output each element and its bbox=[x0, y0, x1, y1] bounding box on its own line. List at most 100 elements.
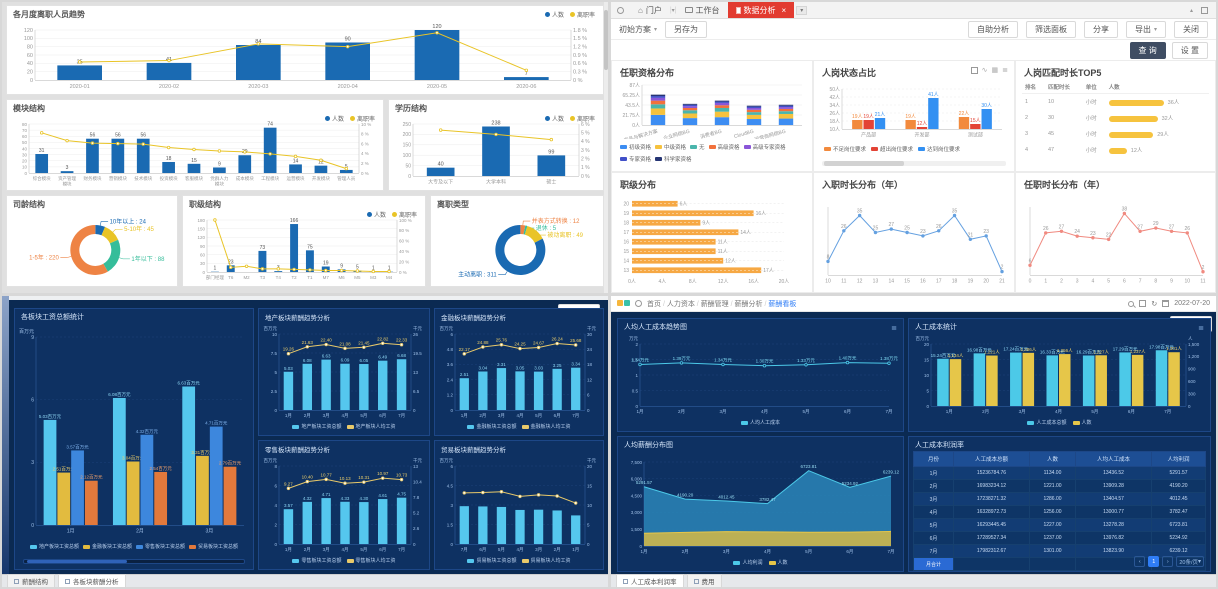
legend-item[interactable]: 无 bbox=[690, 143, 705, 151]
legend-item[interactable]: 人数 bbox=[1072, 419, 1092, 426]
save-as-button[interactable]: 另存为 bbox=[665, 20, 708, 38]
collapse-icon[interactable]: ▴ bbox=[1189, 7, 1193, 14]
tab-data-analysis[interactable]: 数据分析 × bbox=[727, 2, 795, 18]
fullscreen-icon[interactable] bbox=[970, 66, 978, 74]
list-view-icon[interactable]: ≣ bbox=[1198, 325, 1204, 332]
close-button[interactable]: 关闭 bbox=[1174, 20, 1208, 38]
table-row[interactable]: 4月 16328972.73 1256.00 13000.77 3782.47 bbox=[913, 505, 1206, 519]
next-page-button[interactable]: › bbox=[1162, 556, 1174, 567]
table-row[interactable]: 3 45 小时 29人 bbox=[1025, 131, 1169, 138]
line-chart-icon[interactable]: ∿ bbox=[981, 67, 988, 74]
breadcrumb-item[interactable]: 薪酬管理 bbox=[700, 300, 729, 308]
tab-workbench[interactable]: 工作台 bbox=[677, 2, 728, 18]
legend-item[interactable]: 零售板块工资总额 bbox=[136, 543, 185, 550]
sheet-tab-cost-profit[interactable]: 人工成本利润率 bbox=[616, 574, 684, 587]
data-zoom-scrollbar[interactable] bbox=[23, 559, 245, 564]
breadcrumb-current[interactable]: 薪酬看板 bbox=[768, 300, 797, 308]
filter-panel-button[interactable]: 筛选面板 bbox=[1025, 20, 1076, 38]
legend-item[interactable]: 超出岗位要求 bbox=[871, 145, 913, 153]
horizontal-scrollbar[interactable] bbox=[822, 161, 1006, 166]
svg-text:20: 20 bbox=[924, 342, 930, 347]
chevron-down-icon[interactable]: ▾ bbox=[671, 7, 675, 14]
legend-item[interactable]: 贸易板块工资总额 bbox=[189, 543, 238, 550]
breadcrumb-home[interactable]: 首页 bbox=[647, 300, 661, 308]
breadcrumb-item[interactable]: 人力资本 bbox=[666, 300, 695, 308]
table-row[interactable]: 5月 16293445.45 1227.00 13278.28 6723.81 bbox=[913, 518, 1206, 532]
svg-text:百万元: 百万元 bbox=[916, 336, 930, 342]
svg-text:运营模块: 运营模块 bbox=[287, 175, 305, 182]
date-display[interactable]: 2022-07-20 bbox=[1174, 300, 1210, 307]
legend-item[interactable]: 金融板块人均工资 bbox=[521, 423, 571, 430]
svg-text:16.98百万元: 16.98百万元 bbox=[967, 347, 992, 353]
prev-page-button[interactable]: ‹ bbox=[1134, 556, 1146, 567]
legend-item[interactable]: 人均利润 bbox=[733, 559, 763, 566]
table-row[interactable]: 4 47 小时 12人 bbox=[1025, 147, 1143, 154]
table-row[interactable]: 2月 16983234.12 1221.00 13909.28 4190.20 bbox=[913, 479, 1206, 493]
legend-item[interactable]: 人数 bbox=[366, 210, 386, 219]
legend-item[interactable]: 人数 bbox=[768, 559, 788, 566]
sheet-tab-salary-structure[interactable]: 薪酬结构 bbox=[7, 574, 55, 587]
legend-item[interactable]: 离职率 bbox=[569, 114, 595, 123]
table-view-icon[interactable]: ▦ bbox=[991, 67, 999, 74]
table-row[interactable]: 6月 17289527.34 1237.00 13976.82 5234.92 bbox=[913, 531, 1206, 545]
legend-item[interactable]: 地产板块人均工资 bbox=[346, 423, 396, 430]
share-button[interactable]: 分享 bbox=[1083, 20, 1118, 38]
legend-item[interactable]: 人数 bbox=[544, 10, 564, 19]
page-size-select[interactable]: 20条/页 ▾ bbox=[1176, 556, 1204, 567]
legend-item[interactable]: 人工成本总额 bbox=[1027, 419, 1067, 426]
sheet-tab-expense[interactable]: 费用 bbox=[686, 574, 722, 587]
query-button[interactable]: 查 询 bbox=[1129, 41, 1166, 59]
table-row[interactable]: 3月 17238271.32 1286.00 13404.57 4012.45 bbox=[913, 492, 1206, 506]
legend-item[interactable]: 高级资格 bbox=[708, 143, 740, 151]
legend-item[interactable]: 人均人工成本 bbox=[740, 419, 780, 426]
legend-item[interactable]: 零售板块工资总额 bbox=[292, 557, 342, 564]
fullscreen-icon[interactable] bbox=[1201, 6, 1208, 14]
legend-item[interactable]: 离职率 bbox=[569, 10, 595, 19]
vertical-scrollbar[interactable] bbox=[604, 2, 608, 293]
svg-text:10: 10 bbox=[272, 332, 278, 337]
legend-item[interactable]: 人数 bbox=[324, 114, 344, 123]
app-logo-icon[interactable] bbox=[611, 2, 630, 19]
svg-text:0: 0 bbox=[450, 542, 453, 547]
legend-item[interactable]: 地产板块工资总额 bbox=[29, 543, 79, 550]
calendar-icon[interactable] bbox=[1162, 300, 1170, 307]
search-icon[interactable] bbox=[1128, 300, 1135, 307]
table-row[interactable]: 7月 17982312.67 1301.00 13823.90 6239.12 bbox=[913, 544, 1206, 558]
legend-item[interactable]: 高级专家资格 bbox=[743, 143, 786, 151]
table-row[interactable]: 1 10 小时 36人 bbox=[1025, 99, 1180, 106]
tab-list-dropdown-icon[interactable]: ▾ bbox=[796, 5, 808, 15]
legend-item[interactable]: 人数 bbox=[544, 114, 564, 123]
svg-text:5月: 5月 bbox=[805, 549, 812, 555]
legend-item[interactable]: 零售板块人均工资 bbox=[346, 557, 396, 564]
sheet-tab-segment-analysis[interactable]: 各板块薪酬分析 bbox=[58, 574, 126, 587]
legend-item[interactable]: 中级资格 bbox=[655, 143, 686, 151]
legend-item[interactable]: 金融板块工资总额 bbox=[467, 423, 517, 430]
legend-item[interactable]: 专家资格 bbox=[620, 155, 651, 163]
list-view-icon[interactable]: ≣ bbox=[891, 325, 897, 332]
legend-item[interactable]: 初级资格 bbox=[620, 143, 651, 151]
close-tab-icon[interactable]: × bbox=[781, 5, 787, 15]
legend-item[interactable]: 金融板块工资总额 bbox=[82, 543, 132, 550]
breadcrumb-item[interactable]: 薪酬分析 bbox=[734, 300, 763, 308]
refresh-icon[interactable]: ↻ bbox=[1151, 300, 1158, 308]
table-row[interactable]: 2 30 小时 32人 bbox=[1025, 115, 1174, 122]
fullscreen-icon[interactable] bbox=[1139, 300, 1147, 307]
svg-text:80: 80 bbox=[22, 122, 28, 127]
legend-item[interactable]: 科学家资格 bbox=[655, 155, 692, 163]
legend-item[interactable]: 地产板块工资总额 bbox=[292, 423, 342, 430]
legend-item[interactable]: 离职率 bbox=[391, 210, 417, 219]
export-button[interactable]: 导出 ▾ bbox=[1125, 20, 1166, 38]
table-row[interactable]: 1月 15236784.76 1134.00 13436.52 5291.57 bbox=[913, 466, 1206, 480]
scheme-select[interactable]: 初始方案 ▾ bbox=[619, 24, 658, 34]
legend-item[interactable]: 离职率 bbox=[349, 114, 375, 123]
self-analysis-button[interactable]: 自助分析 bbox=[967, 20, 1018, 38]
settings-button[interactable]: 设 置 bbox=[1171, 41, 1208, 59]
legend-item[interactable]: 达到岗位要求 bbox=[918, 145, 960, 153]
page-number[interactable]: 1 bbox=[1148, 556, 1160, 567]
legend-item[interactable]: 不足岗位要求 bbox=[824, 145, 866, 153]
legend-item[interactable]: 贸易板块人均工资 bbox=[521, 557, 571, 564]
list-view-icon[interactable]: ≣ bbox=[1002, 67, 1008, 74]
tab-portal[interactable]: ⌂ 门户 bbox=[630, 2, 670, 18]
legend-item[interactable]: 贸易板块工资总额 bbox=[467, 557, 517, 564]
menu-icon[interactable] bbox=[635, 300, 642, 307]
